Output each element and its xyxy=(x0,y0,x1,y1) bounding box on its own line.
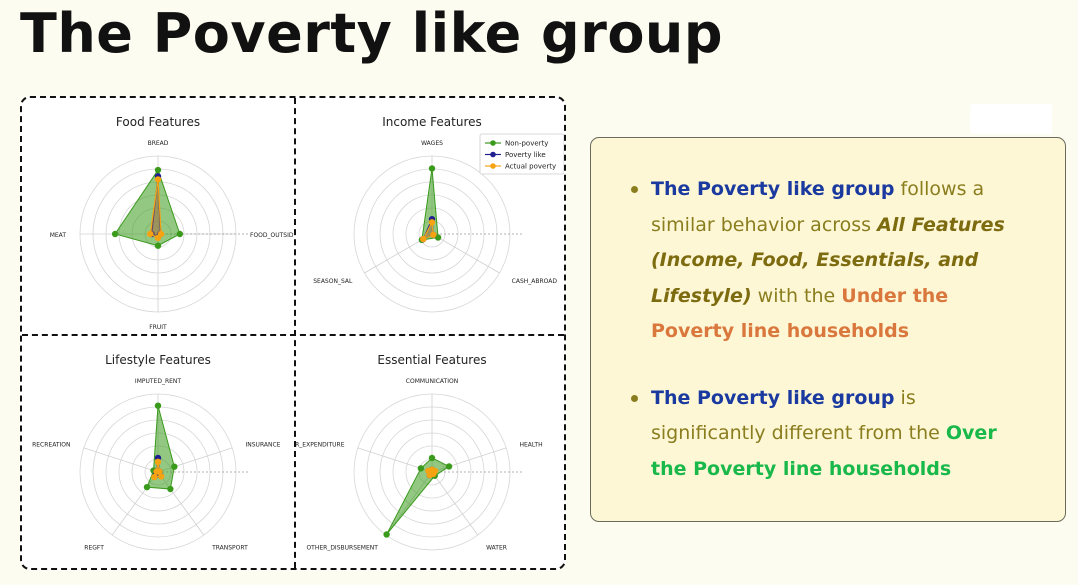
axis-label: HEALTH xyxy=(519,442,542,449)
bullet-item: The Poverty like group is significantly … xyxy=(631,381,1031,488)
income-features-panel: Income Features WAGES SEASON_SAL CASH_ABROA… xyxy=(296,98,564,334)
data-point xyxy=(428,165,436,172)
food-features-panel: Food Features BREAD MEAT FRUIT FOOD_OUTSIDE xyxy=(22,98,294,334)
axis-label: CASH_ABROAD xyxy=(512,278,558,285)
data-point xyxy=(147,230,154,238)
axis-label: R_EXPENDITURE xyxy=(296,442,345,449)
data-point xyxy=(154,458,162,466)
chart-title: Income Features xyxy=(382,115,482,129)
chart-title: Essential Features xyxy=(377,353,486,367)
axis-label: TRANSPORT xyxy=(211,544,248,551)
axis-spoke xyxy=(83,447,159,473)
lifestyle-features-panel: Lifestyle Features IMPUTED_RENT RECREATION… xyxy=(22,336,294,568)
data-point xyxy=(431,467,439,475)
axis-spoke xyxy=(431,233,500,274)
chart-legend: Non-poverty Poverty like Actual poverty xyxy=(479,133,564,175)
axis-label: BREAD xyxy=(148,140,169,147)
axis-label: REGFT xyxy=(84,544,104,551)
summary-box: The Poverty like group follows a similar… xyxy=(590,137,1066,522)
bullet-highlight-blue: The Poverty like group xyxy=(651,178,895,200)
legend-marker xyxy=(490,163,496,169)
data-point xyxy=(434,234,442,241)
legend-frame xyxy=(479,133,564,175)
data-point xyxy=(417,465,425,472)
legend-label: Poverty like xyxy=(505,151,546,159)
bullet-highlight-over-poverty: Over the Poverty line households xyxy=(651,422,997,480)
summary-bullets: The Poverty like group follows a similar… xyxy=(631,172,1031,487)
data-point xyxy=(445,463,453,470)
data-point xyxy=(167,485,174,493)
income-features-radar: Income Features WAGES SEASON_SAL CASH_ABROA… xyxy=(313,115,564,313)
bullet-text: follows a similar behavior across xyxy=(651,178,985,236)
bullet-item: The Poverty like group follows a similar… xyxy=(631,172,1031,350)
data-point xyxy=(171,463,178,470)
axis-spoke xyxy=(431,471,479,536)
essential-features-panel: Essential Features COMMUNICATION R_EXPENDI… xyxy=(296,336,564,568)
data-point xyxy=(154,176,162,183)
bullet-highlight-features: All Features (Income, Food, Essentials, … xyxy=(651,213,1005,307)
data-point xyxy=(430,231,437,238)
essential-features-radar: Essential Features COMMUNICATION R_EXPENDI… xyxy=(296,353,543,551)
data-point xyxy=(143,483,151,491)
page-title: The Poverty like group xyxy=(20,2,724,65)
data-point xyxy=(428,454,436,462)
data-point xyxy=(156,468,163,475)
data-point xyxy=(154,166,162,174)
legend-label: Actual poverty xyxy=(505,163,556,171)
chart-title: Food Features xyxy=(116,115,200,129)
axis-label: FRUIT xyxy=(149,324,167,331)
horizontal-divider xyxy=(22,334,564,336)
axis-label: IMPUTED_RENT xyxy=(135,378,181,385)
axis-label: INSURANCE xyxy=(245,442,280,449)
axis-label: MEAT xyxy=(50,232,67,239)
bullet-text: with the xyxy=(751,284,842,307)
bullet-highlight-blue: The Poverty like group xyxy=(651,386,895,409)
data-point xyxy=(428,219,436,226)
data-point xyxy=(420,235,427,243)
legend-marker xyxy=(490,140,496,146)
legend-label: Non-poverty xyxy=(505,140,548,148)
data-point xyxy=(176,230,184,238)
axis-label: WAGES xyxy=(421,140,443,147)
data-point xyxy=(154,242,162,249)
data-point xyxy=(157,230,165,238)
series-area xyxy=(386,457,451,535)
axis-label: COMMUNICATION xyxy=(406,378,458,385)
data-point xyxy=(158,473,165,480)
axis-label: FOOD_OUTSIDE xyxy=(250,232,294,239)
lifestyle-features-radar: Lifestyle Features IMPUTED_RENT RECREATION… xyxy=(32,353,281,551)
axis-label: RECREATION xyxy=(32,442,70,449)
vertical-divider xyxy=(294,98,296,568)
chart-title: Lifestyle Features xyxy=(105,353,211,367)
bullet-highlight-under-poverty: Under the Poverty line households xyxy=(651,284,949,343)
data-point xyxy=(383,531,390,538)
data-point xyxy=(151,473,158,481)
axis-label: WATER xyxy=(486,544,507,551)
axis-label: SEASON_SAL xyxy=(313,278,353,285)
blank-placeholder xyxy=(970,104,1052,134)
bullet-text: is significantly different from the xyxy=(651,386,946,445)
data-point xyxy=(111,230,119,238)
axis-label: OTHER_DISBURSEMENT xyxy=(306,544,378,551)
radar-chart-grid: Food Features BREAD MEAT FRUIT FOOD_OUTSIDE … xyxy=(20,96,566,570)
legend-marker xyxy=(490,151,496,158)
data-point xyxy=(154,402,162,409)
food-features-radar: Food Features BREAD MEAT FRUIT FOOD_OUTSIDE xyxy=(50,115,294,331)
